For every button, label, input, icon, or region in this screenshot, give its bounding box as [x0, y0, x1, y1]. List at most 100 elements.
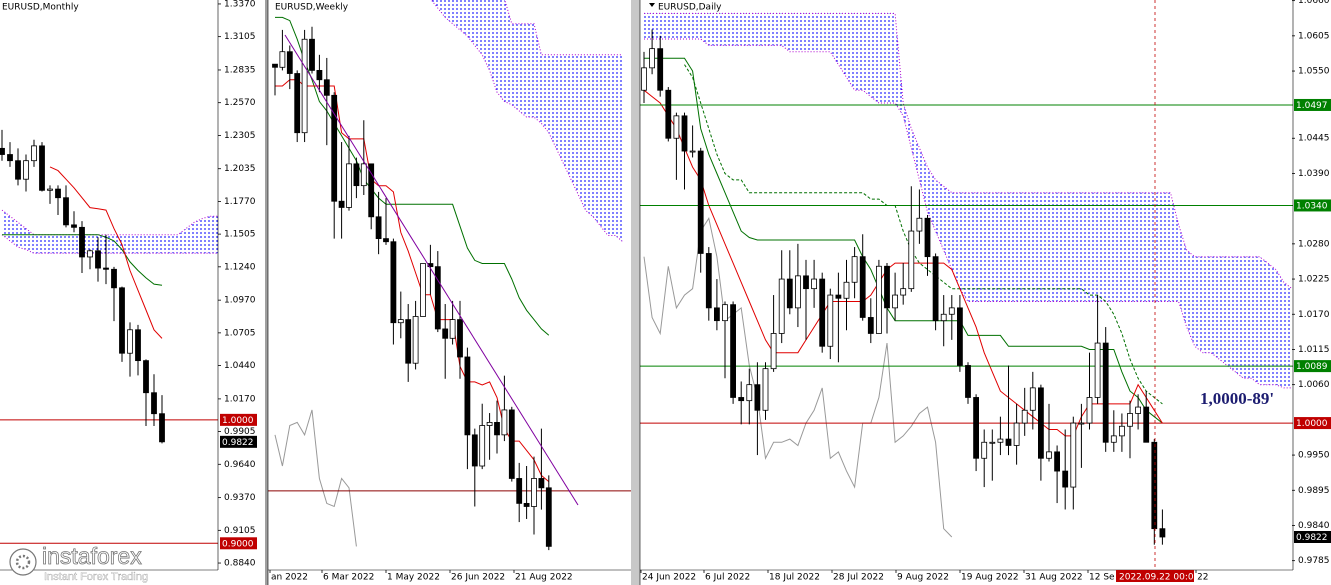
- x-tick-label: 6 Mar 2022: [323, 573, 374, 583]
- candle-body: [55, 188, 61, 199]
- y-tick-label: 0.9840: [1298, 521, 1330, 531]
- y-tick-label: 1.0225: [1298, 275, 1330, 285]
- candle-body: [819, 278, 826, 347]
- candle-body: [87, 250, 93, 258]
- x-tick-label: 12 Se: [1089, 573, 1115, 583]
- candle-body: [286, 51, 293, 74]
- candle-body: [722, 304, 728, 322]
- candle-body: [1119, 425, 1125, 437]
- candle-body: [1021, 409, 1028, 424]
- candle-body: [538, 478, 545, 489]
- y-tick-label: 1.2305: [224, 131, 256, 141]
- level-label: 1.0000: [222, 416, 254, 426]
- candle-body: [1159, 528, 1166, 538]
- ichimoku-cloud: [2, 210, 218, 254]
- y-tick-label: 1.0445: [1298, 134, 1330, 144]
- candle-body: [119, 287, 125, 354]
- x-tick-label: 6 Jul 2022: [705, 573, 750, 583]
- candle-body: [803, 275, 809, 290]
- level-label-box: [1294, 530, 1331, 543]
- candle-body: [957, 307, 963, 366]
- candle-body: [705, 253, 712, 309]
- chart-panel: [268, 0, 631, 551]
- candle-body: [127, 329, 133, 354]
- chart-panel: [640, 12, 1293, 545]
- candle-body: [331, 94, 338, 202]
- y-tick-label: 1.0170: [224, 394, 256, 404]
- y-tick-label: 1.0115: [1298, 345, 1330, 355]
- panel-divider: [631, 0, 640, 585]
- candle-body: [1005, 438, 1012, 446]
- candle-body: [1094, 342, 1101, 398]
- candle-body: [71, 224, 77, 228]
- candle-body: [15, 160, 21, 180]
- candle-body: [867, 317, 874, 334]
- candle-body: [420, 263, 426, 317]
- candle-body: [301, 38, 308, 134]
- candle-body: [7, 154, 13, 162]
- candle-body: [1110, 435, 1117, 443]
- kijun-line: [275, 16, 550, 336]
- candle-body: [1143, 406, 1150, 443]
- candle-body: [997, 438, 1004, 443]
- candle-body: [795, 275, 801, 309]
- ichimoku-cloud: [431, 0, 623, 242]
- level-label-box: [220, 413, 257, 426]
- y-tick-label: 0.9785: [1298, 556, 1330, 566]
- candle-body: [309, 38, 315, 71]
- y-tick-label: 1.2835: [224, 65, 256, 75]
- y-tick-label: 1.0170: [1298, 310, 1330, 320]
- candle-body: [940, 313, 947, 322]
- y-tick-label: 0.9640: [224, 460, 256, 470]
- y-tick-label: 1.0060: [1298, 380, 1330, 390]
- candle-body: [1038, 387, 1044, 459]
- candle-body: [79, 226, 85, 258]
- candle-body: [965, 365, 971, 398]
- candle-body: [973, 397, 979, 459]
- candle-body: [383, 238, 389, 243]
- candle-body: [47, 188, 53, 191]
- candle-body: [762, 368, 769, 411]
- candle-body: [1054, 451, 1060, 472]
- level-label: 0.9822: [222, 438, 254, 448]
- candle-body: [1086, 397, 1093, 424]
- y-tick-label: 1.1505: [224, 230, 256, 240]
- y-tick-label: 1.0705: [224, 328, 256, 338]
- candle-body: [892, 294, 898, 309]
- y-tick-label: 0.9950: [1298, 451, 1330, 461]
- cursor-label-box: [1116, 570, 1194, 582]
- candle-body: [375, 216, 382, 240]
- candle-body: [738, 397, 745, 402]
- level-label: 1.0089: [1296, 362, 1328, 372]
- x-tick-label: 19 Aug 2022: [961, 573, 1019, 583]
- candle-body: [323, 79, 330, 96]
- candle-body: [924, 217, 931, 258]
- cursor-label: 2022.09.22 00:00: [1119, 573, 1200, 583]
- candle-body: [0, 147, 5, 155]
- panel-divider: [265, 0, 268, 585]
- chart-title: EURUSD,Daily: [658, 3, 722, 13]
- x-tick-label: 22: [1197, 573, 1208, 583]
- candle-body: [786, 278, 793, 309]
- candle-body: [1046, 451, 1052, 459]
- y-tick-label: 1.0440: [224, 361, 256, 371]
- senkou-span-a: [1, 209, 218, 236]
- y-tick-label: 1.3370: [224, 0, 256, 9]
- level-label-box: [220, 537, 257, 550]
- candle-body: [1029, 387, 1036, 411]
- candle-body: [884, 265, 890, 309]
- candle-body: [442, 328, 449, 339]
- candle-body: [434, 266, 441, 330]
- title-icon: [649, 3, 655, 7]
- chikou-line: [643, 216, 953, 538]
- y-tick-label: 0.9370: [224, 493, 256, 503]
- x-tick-label: 28 Jul 2022: [833, 573, 884, 583]
- candle-body: [279, 51, 286, 68]
- level-label: 1.0000: [1296, 419, 1328, 429]
- candle-body: [508, 409, 515, 479]
- candle-body: [39, 145, 45, 191]
- candle-body: [143, 360, 149, 394]
- senkou-span-a: [644, 12, 1293, 290]
- candle-body: [673, 115, 680, 139]
